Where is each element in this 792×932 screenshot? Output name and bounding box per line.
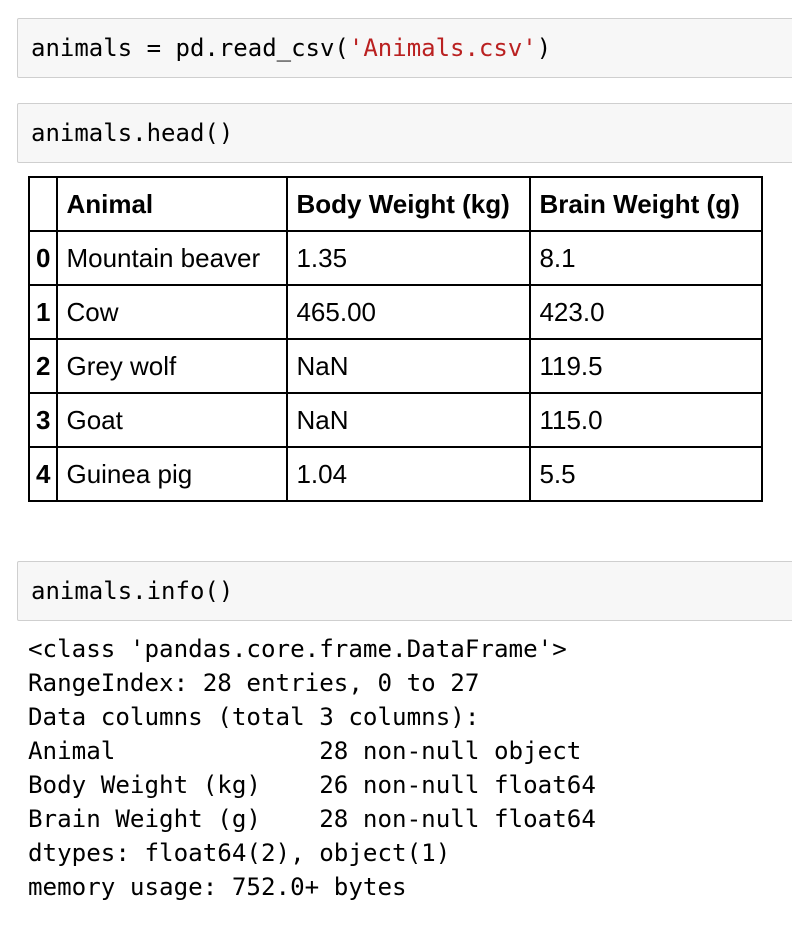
code-text: ) (536, 34, 552, 62)
cell-body-weight: NaN (286, 392, 532, 448)
table-row: 4 Guinea pig 1.04 5.5 (27, 446, 764, 502)
output-line: dtypes: float64(2), object(1) (28, 839, 451, 867)
output-line: <class 'pandas.core.frame.DataFrame'> (28, 635, 567, 663)
code-cell-head[interactable]: animals.head() (17, 103, 792, 163)
table-row: 1 Cow 465.00 423.0 (27, 284, 764, 340)
cell-brain-weight: 8.1 (529, 230, 764, 286)
code-text: animals = pd.read_csv( (31, 34, 349, 62)
output-line: Body Weight (kg) 26 non-null float64 (28, 771, 596, 799)
column-header-body-weight: Body Weight (kg) (286, 176, 532, 232)
cell-brain-weight: 423.0 (529, 284, 764, 340)
cell-animal: Grey wolf (56, 338, 289, 394)
cell-animal: Guinea pig (56, 446, 289, 502)
table-header-row: Animal Body Weight (kg) Brain Weight (g) (27, 176, 764, 232)
row-index: 1 (27, 284, 59, 340)
code-cell-read-csv[interactable]: animals = pd.read_csv('Animals.csv') (17, 18, 792, 78)
code-text: animals.info() (31, 577, 234, 605)
output-line: RangeIndex: 28 entries, 0 to 27 (28, 669, 480, 697)
table-row: 3 Goat NaN 115.0 (27, 392, 764, 448)
cell-brain-weight: 119.5 (529, 338, 764, 394)
row-index: 4 (27, 446, 59, 502)
code-text: animals.head() (31, 119, 234, 147)
table-row: 0 Mountain beaver 1.35 8.1 (27, 230, 764, 286)
dataframe-table: Animal Body Weight (kg) Brain Weight (g)… (27, 176, 764, 502)
output-line: memory usage: 752.0+ bytes (28, 873, 407, 901)
code-string-literal: 'Animals.csv' (348, 34, 537, 62)
output-line: Data columns (total 3 columns): (28, 703, 480, 731)
cell-body-weight: NaN (286, 338, 532, 394)
column-header-brain-weight: Brain Weight (g) (529, 176, 764, 232)
table-row: 2 Grey wolf NaN 119.5 (27, 338, 764, 394)
column-header-animal: Animal (56, 176, 289, 232)
cell-animal: Goat (56, 392, 289, 448)
code-cell-info[interactable]: animals.info() (17, 561, 792, 621)
cell-brain-weight: 115.0 (529, 392, 764, 448)
output-line: Brain Weight (g) 28 non-null float64 (28, 805, 596, 833)
cell-animal: Mountain beaver (56, 230, 289, 286)
cell-body-weight: 465.00 (286, 284, 532, 340)
cell-body-weight: 1.04 (286, 446, 532, 502)
row-index: 3 (27, 392, 59, 448)
index-header (27, 176, 59, 232)
row-index: 0 (27, 230, 59, 286)
cell-body-weight: 1.35 (286, 230, 532, 286)
cell-brain-weight: 5.5 (529, 446, 764, 502)
output-line: Animal 28 non-null object (28, 737, 582, 765)
row-index: 2 (27, 338, 59, 394)
cell-animal: Cow (56, 284, 289, 340)
info-output: <class 'pandas.core.frame.DataFrame'> Ra… (28, 632, 596, 904)
